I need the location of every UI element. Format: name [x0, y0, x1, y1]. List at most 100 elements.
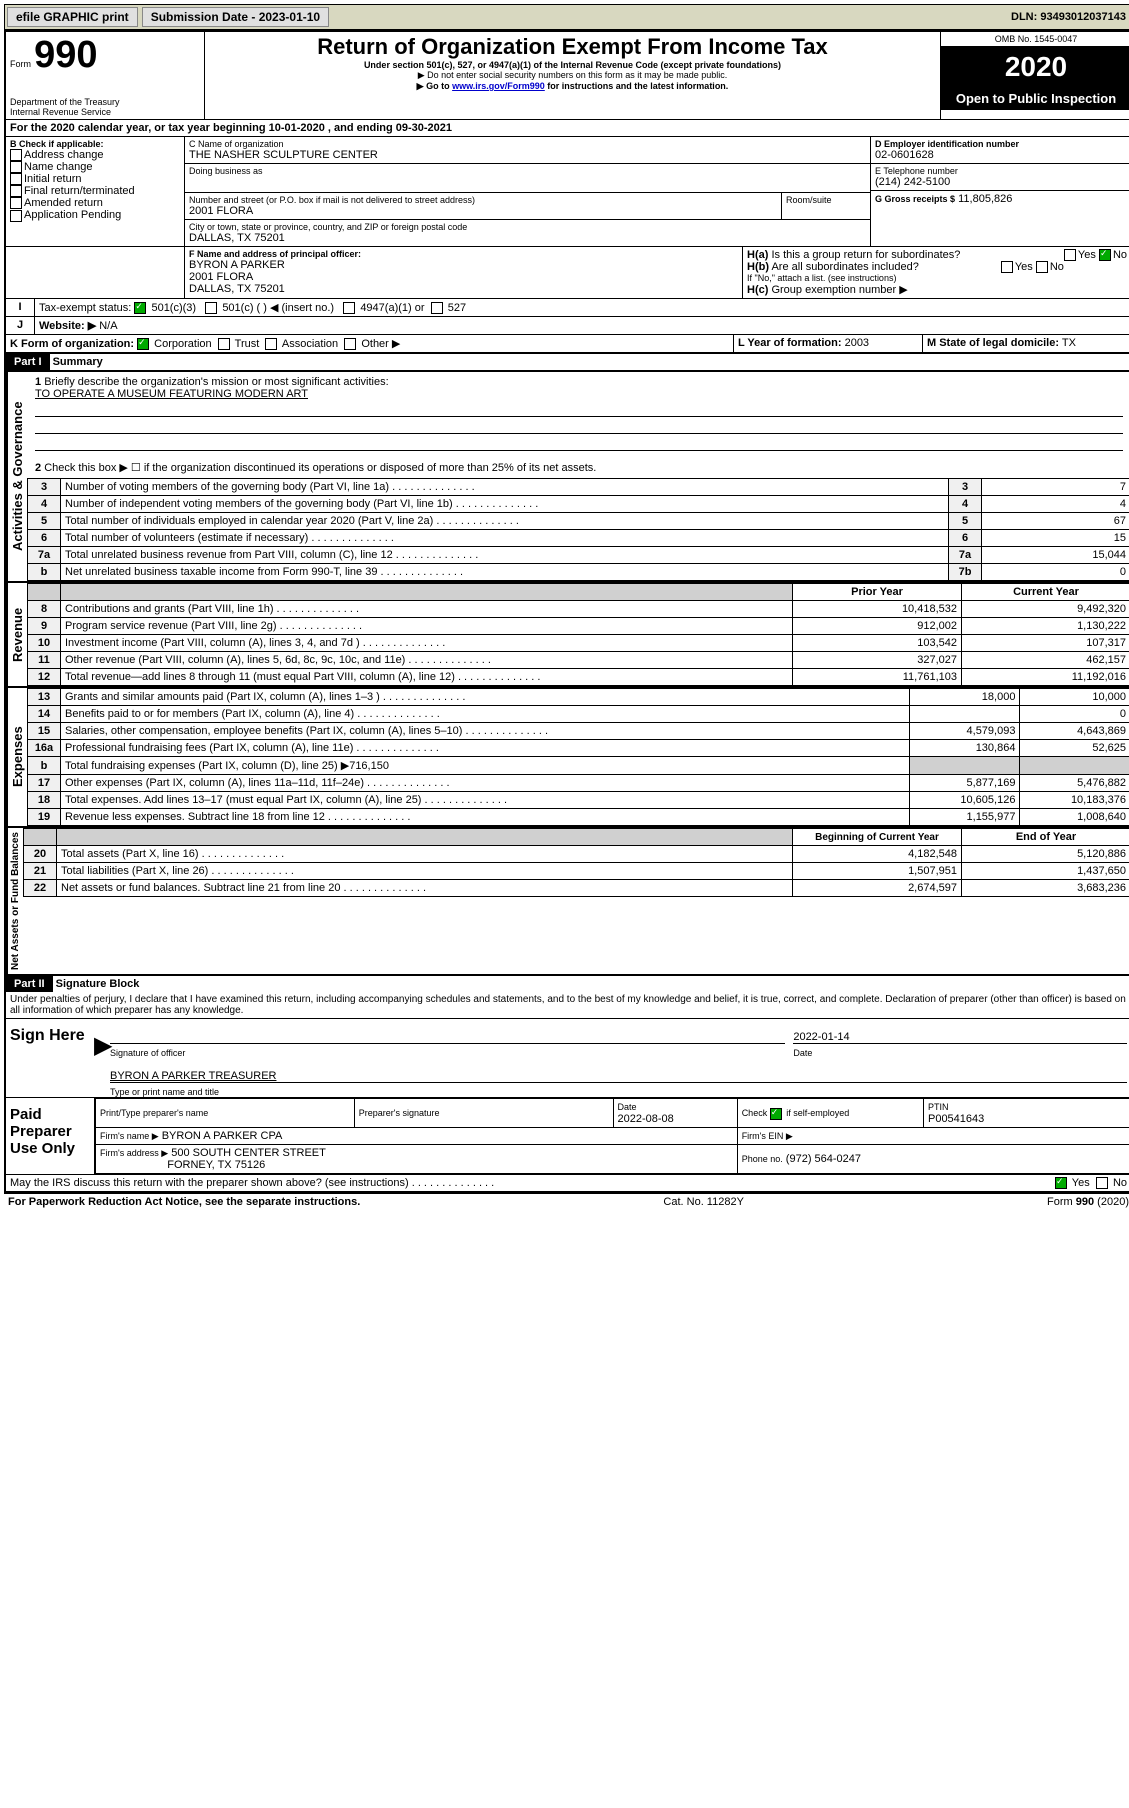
- governance-vlabel: Activities & Governance: [6, 372, 27, 581]
- preparer-row-2: Firm's name ▶ BYRON A PARKER CPA Firm's …: [96, 1128, 1129, 1145]
- org-name-label: C Name of organization: [189, 139, 866, 149]
- officer-signature-line[interactable]: [110, 1023, 785, 1044]
- line-number: b: [28, 757, 61, 775]
- check-527[interactable]: [431, 302, 443, 314]
- dba-label: Doing business as: [189, 166, 866, 176]
- line-label: Total liabilities (Part X, line 26): [57, 863, 793, 880]
- table-header-row: Prior Year Current Year: [28, 584, 1129, 601]
- check-corporation[interactable]: [137, 338, 149, 350]
- discuss-no-check[interactable]: [1096, 1177, 1108, 1189]
- footer-right: Form 990 (2020): [1047, 1196, 1129, 1208]
- ha-no[interactable]: [1099, 249, 1111, 261]
- table-row: 8 Contributions and grants (Part VIII, l…: [28, 601, 1129, 618]
- check-label-0: Address change: [24, 149, 104, 161]
- check-501c[interactable]: [205, 302, 217, 314]
- check-application-pending[interactable]: Application Pending: [10, 209, 180, 221]
- hdr-blank2: [61, 584, 793, 601]
- revenue-body: Prior Year Current Year8 Contributions a…: [27, 583, 1129, 686]
- sections-d-e-g: D Employer identification number 02-0601…: [871, 137, 1129, 246]
- check-final-return[interactable]: Final return/terminated: [10, 185, 180, 197]
- hdr-begin: Beginning of Current Year: [793, 829, 962, 846]
- officer-name-line: BYRON A PARKER TREASURER: [110, 1062, 1127, 1083]
- line-label: Net assets or fund balances. Subtract li…: [57, 880, 793, 897]
- line-label: Program service revenue (Part VIII, line…: [61, 618, 793, 635]
- line-number: 16a: [28, 740, 61, 757]
- check-name-change[interactable]: Name change: [10, 161, 180, 173]
- table-row: 6 Total number of volunteers (estimate i…: [28, 530, 1129, 547]
- check-association[interactable]: [265, 338, 277, 350]
- gross-receipts-label: G Gross receipts $: [875, 194, 955, 204]
- table-row: 20 Total assets (Part X, line 16) 4,182,…: [24, 846, 1129, 863]
- officer-sig-label: Signature of officer: [106, 1048, 789, 1058]
- line-label: Total revenue—add lines 8 through 11 (mu…: [61, 669, 793, 686]
- line-label: Other expenses (Part IX, column (A), lin…: [61, 775, 910, 792]
- tax-exempt-status: Tax-exempt status: 501(c)(3) 501(c) ( ) …: [35, 299, 1129, 316]
- hb-yes[interactable]: [1001, 261, 1013, 273]
- part-i-header: Part I: [6, 354, 50, 370]
- preparer-fields: Print/Type preparer's name Preparer's si…: [94, 1098, 1129, 1174]
- footer-right-bold: 990: [1076, 1196, 1094, 1208]
- table-row: 13 Grants and similar amounts paid (Part…: [28, 689, 1129, 706]
- expenses-table: 13 Grants and similar amounts paid (Part…: [27, 688, 1129, 826]
- hb-no[interactable]: [1036, 261, 1048, 273]
- end-value: 1,437,650: [962, 863, 1129, 880]
- line-2-text: Check this box ▶ ☐ if the organization d…: [44, 462, 596, 474]
- note2-pre: ▶ Go to: [417, 81, 452, 91]
- entity-block: B Check if applicable: Address change Na…: [6, 136, 1129, 246]
- opt-4947: 4947(a)(1) or: [360, 302, 424, 314]
- table-row: 18 Total expenses. Add lines 13–17 (must…: [28, 792, 1129, 809]
- officer-label: F Name and address of principal officer:: [189, 249, 738, 259]
- org-name: THE NASHER SCULPTURE CENTER: [189, 149, 866, 161]
- check-amended-return[interactable]: Amended return: [10, 197, 180, 209]
- sign-date: 2022-01-14: [793, 1031, 849, 1043]
- table-row: b Total fundraising expenses (Part IX, c…: [28, 757, 1129, 775]
- hdr-end: End of Year: [962, 829, 1129, 846]
- mission-line-3: [35, 436, 1123, 451]
- form-title: Return of Organization Exempt From Incom…: [209, 34, 936, 60]
- prior-value: 11,761,103: [793, 669, 962, 686]
- section-b: B Check if applicable: Address change Na…: [6, 137, 185, 246]
- irs-link[interactable]: www.irs.gov/Form990: [452, 81, 545, 91]
- line-number: 15: [28, 723, 61, 740]
- line-box: 4: [949, 496, 982, 513]
- line-label: Total unrelated business revenue from Pa…: [61, 547, 949, 564]
- check-address-change[interactable]: Address change: [10, 149, 180, 161]
- check-trust[interactable]: [218, 338, 230, 350]
- begin-value: 2,674,597: [793, 880, 962, 897]
- submission-date-button[interactable]: Submission Date - 2023-01-10: [142, 7, 329, 27]
- discuss-no: No: [1113, 1177, 1127, 1189]
- table-header-row: Beginning of Current Year End of Year: [24, 829, 1129, 846]
- line-box: 6: [949, 530, 982, 547]
- check-other[interactable]: [344, 338, 356, 350]
- table-row: 9 Program service revenue (Part VIII, li…: [28, 618, 1129, 635]
- discuss-yes-check[interactable]: [1055, 1177, 1067, 1189]
- firm-city: FORNEY, TX 75126: [167, 1159, 265, 1171]
- check-initial-return[interactable]: Initial return: [10, 173, 180, 185]
- line-number: 21: [24, 863, 57, 880]
- current-value: 11,192,016: [962, 669, 1129, 686]
- line-label: Benefits paid to or for members (Part IX…: [61, 706, 910, 723]
- discuss-cell: May the IRS discuss this return with the…: [6, 1175, 1129, 1191]
- line-a: For the 2020 calendar year, or tax year …: [6, 120, 1129, 136]
- line-label: Net unrelated business taxable income fr…: [61, 564, 949, 581]
- netassets-section: Net Assets or Fund Balances Beginning of…: [6, 826, 1129, 974]
- ha-yes[interactable]: [1064, 249, 1076, 261]
- l-value: 2003: [845, 337, 869, 349]
- efile-print-button[interactable]: efile GRAPHIC print: [7, 7, 138, 27]
- check-self-employed[interactable]: [770, 1108, 782, 1120]
- prior-value: 5,877,169: [909, 775, 1020, 792]
- ptin-label: PTIN: [928, 1102, 949, 1112]
- opt-other: Other ▶: [361, 338, 400, 350]
- current-value: 1,130,222: [962, 618, 1129, 635]
- table-row: 22 Net assets or fund balances. Subtract…: [24, 880, 1129, 897]
- check-4947[interactable]: [343, 302, 355, 314]
- check-501c3[interactable]: [134, 302, 146, 314]
- topbar: efile GRAPHIC print Submission Date - 20…: [4, 4, 1129, 30]
- line-number: 11: [28, 652, 61, 669]
- line-number: 13: [28, 689, 61, 706]
- prep-date: 2022-08-08: [618, 1113, 674, 1125]
- governance-body: 1 Briefly describe the organization's mi…: [27, 372, 1129, 581]
- discuss-row: May the IRS discuss this return with the…: [6, 1174, 1129, 1191]
- netassets-body: Beginning of Current Year End of Year20 …: [23, 828, 1129, 974]
- section-i-row: I Tax-exempt status: 501(c)(3) 501(c) ( …: [6, 298, 1129, 316]
